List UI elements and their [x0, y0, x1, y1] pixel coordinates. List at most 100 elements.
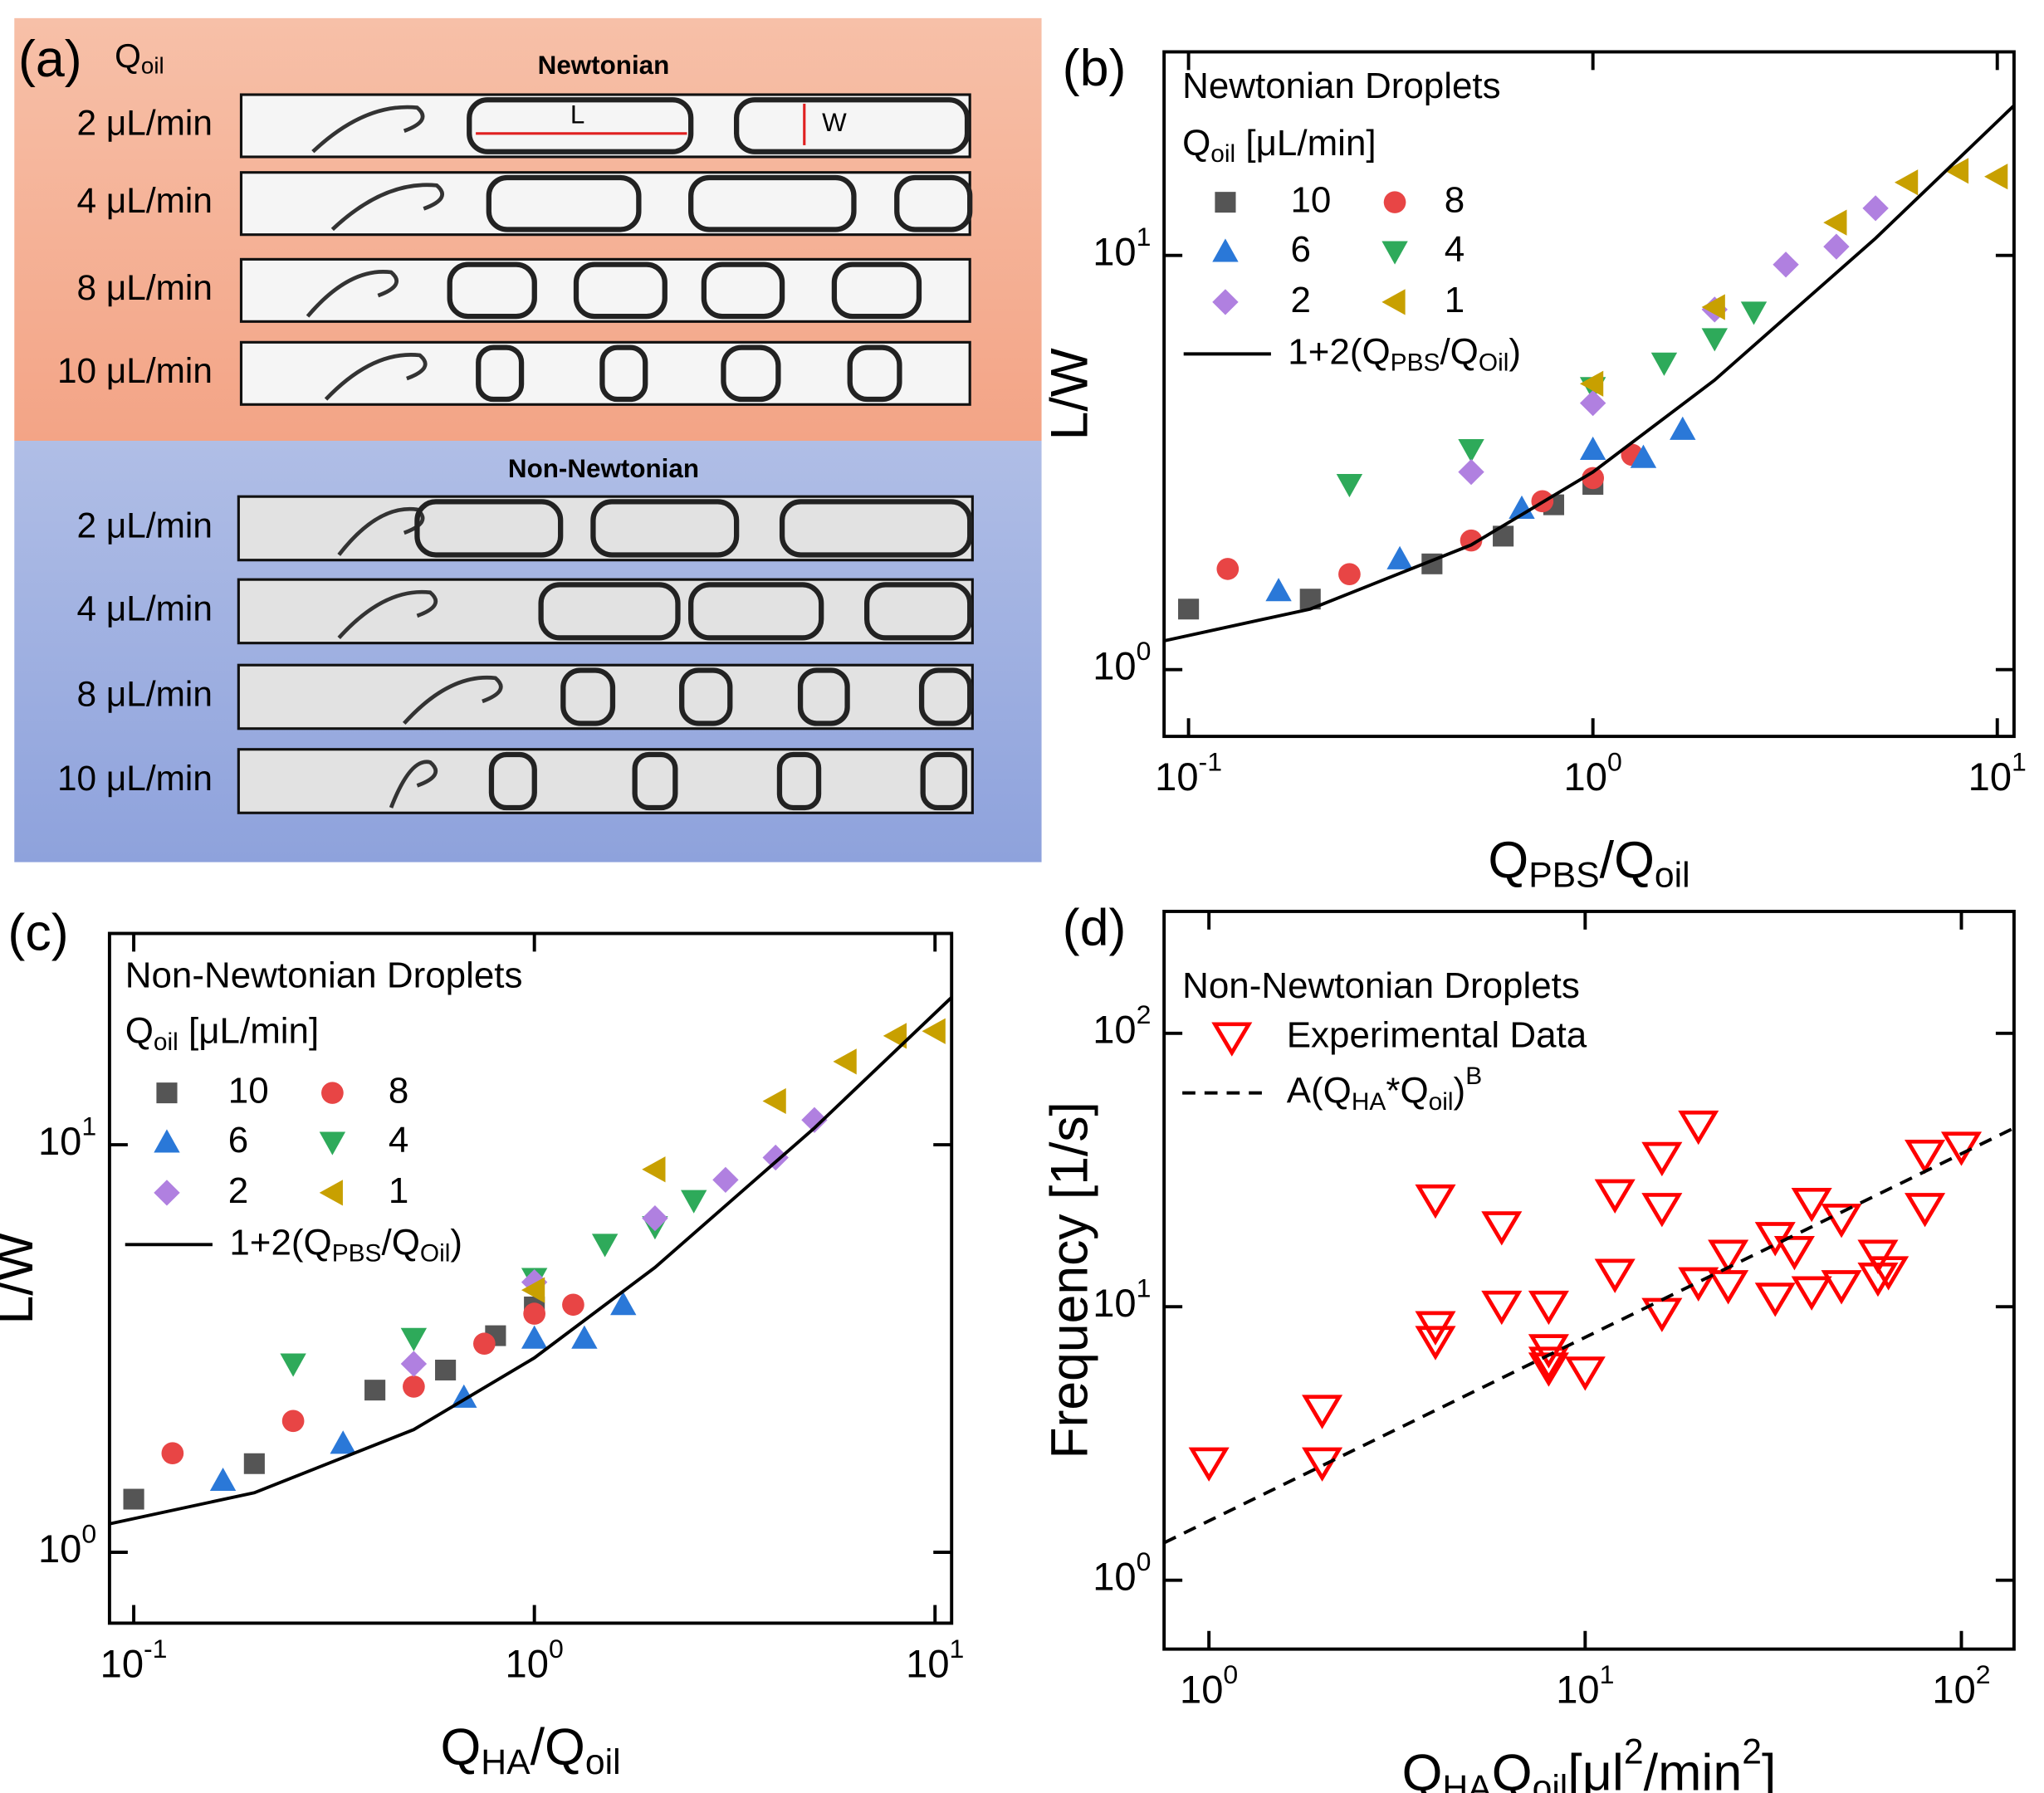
- data-point: [1336, 474, 1363, 498]
- data-point: [1701, 294, 1725, 320]
- data-point: [123, 1488, 144, 1510]
- data-point: [400, 1351, 428, 1377]
- data-point: [400, 1327, 428, 1351]
- droplet: [688, 174, 857, 232]
- legend-label: 6: [228, 1120, 248, 1160]
- data-point: [1701, 328, 1728, 352]
- data-point: [1773, 1236, 1815, 1271]
- channel-image: [239, 93, 971, 159]
- data-point: [1678, 1267, 1719, 1302]
- data-point: [562, 1293, 584, 1317]
- legend-marker: [1383, 191, 1406, 213]
- droplet: [590, 499, 740, 558]
- data-point: [1582, 467, 1605, 490]
- row-label: 10 μL/min: [57, 759, 213, 798]
- legend-marker: [1212, 289, 1239, 315]
- plot-frame: [1162, 910, 2016, 1651]
- data-point: [1857, 1262, 1899, 1297]
- column-header: Qoil: [115, 37, 164, 79]
- plot-frame: [1162, 50, 2016, 739]
- y-axis-label: Frequency [1/s]: [1040, 1102, 1098, 1458]
- y-tick-label: 101: [1093, 222, 1151, 274]
- annotation: W: [822, 108, 847, 137]
- data-point: [364, 1380, 386, 1401]
- row-label: 10 μL/min: [57, 351, 213, 390]
- panel-label: (a): [18, 30, 82, 88]
- data-point: [1178, 598, 1200, 620]
- droplet: [779, 499, 973, 558]
- droplet: [447, 261, 537, 320]
- data-point: [642, 1205, 668, 1232]
- droplet: [701, 261, 785, 320]
- x-tick-label: 101: [1968, 747, 2027, 799]
- y-axis-label: L/W: [1040, 348, 1098, 440]
- droplet-tail: [389, 760, 438, 809]
- data-point: [1670, 416, 1696, 440]
- data-point: [1528, 1290, 1569, 1326]
- channel-image: [239, 257, 971, 323]
- data-point: [1302, 1447, 1343, 1482]
- data-point: [1821, 1270, 1862, 1305]
- x-tick-label: 100: [1564, 747, 1622, 799]
- data-point: [280, 1353, 306, 1377]
- data-point: [642, 1156, 666, 1183]
- data-point: [523, 1302, 546, 1325]
- legend-label: 1: [389, 1170, 408, 1211]
- legend-marker: [1381, 289, 1406, 315]
- plot-frame: [107, 931, 954, 1625]
- legend-marker: [154, 1180, 180, 1206]
- x-tick-label: 100: [1180, 1660, 1238, 1712]
- panel-label: (c): [7, 903, 68, 961]
- y-tick-label: 100: [1093, 637, 1151, 689]
- legend-marker: [321, 1082, 344, 1104]
- channel-image: [237, 578, 974, 645]
- data-point: [1823, 233, 1850, 260]
- droplet: [894, 174, 973, 232]
- x-tick-label: 102: [1932, 1660, 1990, 1712]
- data-point: [1868, 1256, 1910, 1291]
- droplet: [688, 582, 824, 641]
- x-axis-label: QHAQoil[μl2/min2]: [1402, 1732, 1777, 1793]
- droplet-tail: [306, 270, 399, 318]
- data-point: [883, 1023, 907, 1049]
- legend-marker: [1212, 238, 1239, 262]
- data-point: [922, 1018, 946, 1044]
- panel-label: (d): [1063, 898, 1127, 956]
- data-point: [1188, 1447, 1230, 1482]
- data-point: [833, 1048, 857, 1075]
- row-label: 2 μL/min: [77, 506, 213, 545]
- legend-marker: [1211, 1022, 1253, 1057]
- legend-label: 4: [1445, 229, 1465, 270]
- data-point: [330, 1430, 356, 1454]
- legend-label: 4: [389, 1120, 408, 1160]
- droplet: [486, 174, 642, 232]
- data-point: [1650, 352, 1678, 376]
- droplet: [831, 261, 922, 320]
- data-point: [1481, 1211, 1523, 1246]
- droplet-tail: [311, 105, 425, 154]
- legend-label: 8: [1445, 179, 1465, 220]
- data-point: [1594, 1258, 1636, 1293]
- y-tick-label: 102: [1093, 1000, 1151, 1053]
- droplet: [632, 751, 678, 811]
- legend-marker: [156, 1082, 178, 1104]
- x-axis-label: QHA/Qoil: [440, 1717, 620, 1782]
- data-point: [1791, 1276, 1832, 1311]
- data-point: [521, 1277, 545, 1303]
- droplet-tail: [324, 353, 428, 401]
- x-tick-label: 10-1: [100, 1634, 168, 1686]
- data-point: [1678, 1110, 1719, 1146]
- data-point: [1821, 1204, 1862, 1238]
- fit-line: [1163, 1126, 2015, 1545]
- data-point: [1564, 1356, 1606, 1391]
- data-point: [1458, 458, 1484, 486]
- x-axis-label: QPBS/Qoil: [1488, 831, 1689, 896]
- legend-marker: [1215, 192, 1236, 213]
- data-point: [1415, 1184, 1456, 1219]
- channel-image: [237, 495, 974, 562]
- data-point: [1594, 1179, 1636, 1214]
- droplet: [414, 499, 564, 558]
- data-point: [1740, 301, 1768, 325]
- section-title: Newtonian: [538, 51, 670, 81]
